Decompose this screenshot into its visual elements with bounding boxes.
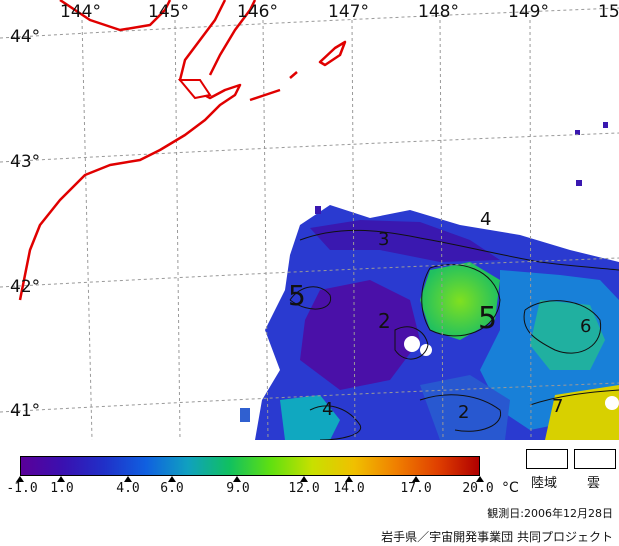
colorbar-tick bbox=[16, 476, 24, 482]
lat-label: 43° bbox=[10, 152, 41, 172]
contour-label: 7 bbox=[552, 396, 563, 417]
lon-label: 148° bbox=[418, 2, 459, 22]
colorbar-tick bbox=[300, 476, 308, 482]
colorbar-tick-label: 4.0 bbox=[116, 481, 140, 496]
colorbar-tick-label: 9.0 bbox=[226, 481, 250, 496]
colorbar-tick-label: 17.0 bbox=[400, 481, 432, 496]
colorbar-unit: °C bbox=[502, 480, 519, 496]
land-legend-label: 陸域 bbox=[531, 476, 558, 491]
contour-label: 2 bbox=[458, 402, 469, 423]
contour-label: 5 bbox=[478, 301, 497, 336]
cloud-legend-swatch bbox=[574, 449, 616, 469]
contour-labels: 4 3 5 5 2 6 4 2 7 bbox=[288, 209, 591, 423]
lat-label: 42° bbox=[10, 277, 41, 297]
contour-label: 3 bbox=[378, 229, 389, 250]
colorbar-tick bbox=[57, 476, 65, 482]
contour-label: 4 bbox=[480, 209, 491, 230]
lon-label: 15 bbox=[598, 2, 619, 22]
lon-label: 144° bbox=[60, 2, 101, 22]
contour-label: 6 bbox=[580, 316, 591, 337]
colorbar-tick-label: 20.0 bbox=[462, 481, 494, 496]
colorbar-tick bbox=[412, 476, 420, 482]
contour-label: 5 bbox=[288, 279, 306, 312]
lon-label: 147° bbox=[328, 2, 369, 22]
colorbar-tick-label: 6.0 bbox=[160, 481, 184, 496]
nemuro-peninsula bbox=[177, 79, 212, 100]
coastline bbox=[18, 0, 347, 301]
credit-text: 岩手県／宇宙開発事業団 共同プロジェクト bbox=[381, 530, 613, 544]
lat-label: 44° bbox=[10, 27, 41, 47]
temperature-colorbar bbox=[20, 456, 480, 476]
colorbar-tick-label: -1.0 bbox=[6, 481, 38, 496]
contour-label: 4 bbox=[322, 399, 333, 420]
observation-date: 観測日:2006年12月28日 bbox=[487, 507, 613, 520]
lon-label: 149° bbox=[508, 2, 549, 22]
colorbar-tick bbox=[476, 476, 484, 482]
cloud-legend-label: 雲 bbox=[587, 476, 601, 491]
contour-lines bbox=[289, 229, 619, 440]
graticule bbox=[0, 7, 619, 440]
colorbar-tick bbox=[345, 476, 353, 482]
lat-label: 41° bbox=[10, 401, 41, 421]
lon-label: 146° bbox=[237, 2, 278, 22]
colorbar-tick-label: 12.0 bbox=[288, 481, 320, 496]
land-legend-swatch bbox=[526, 449, 568, 469]
lon-label: 145° bbox=[148, 2, 189, 22]
colorbar-tick bbox=[124, 476, 132, 482]
sea-temperature-map: 4 3 5 5 2 6 4 2 7 bbox=[0, 0, 619, 440]
contour-label: 2 bbox=[378, 309, 391, 333]
colorbar-tick bbox=[233, 476, 241, 482]
colorbar-tick bbox=[168, 476, 176, 482]
colorbar-tick-label: 14.0 bbox=[333, 481, 365, 496]
colorbar-tick-label: 1.0 bbox=[50, 481, 74, 496]
